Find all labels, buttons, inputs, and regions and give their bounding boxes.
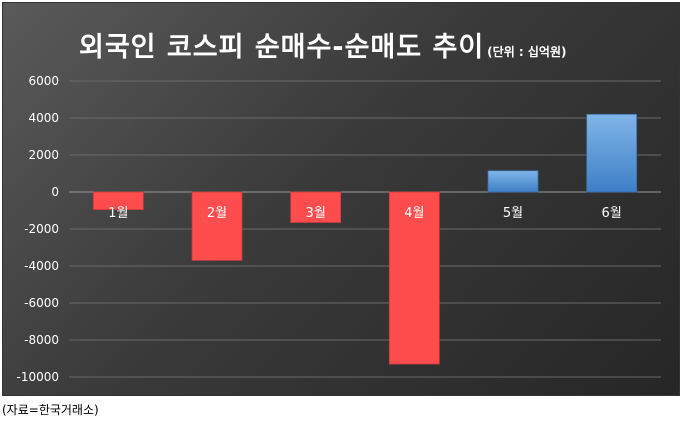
bar	[191, 191, 243, 261]
bar	[388, 191, 440, 365]
x-category-label: 2월	[207, 206, 227, 221]
y-tick-label: -6000	[24, 296, 59, 310]
y-tick-label: 0	[51, 185, 59, 199]
bar	[487, 170, 539, 193]
x-category-label: 3월	[306, 206, 326, 221]
y-tick-label: -2000	[24, 222, 59, 236]
bar	[290, 191, 342, 223]
bars	[92, 113, 638, 365]
x-category-label: 5월	[503, 206, 523, 221]
bar	[92, 191, 144, 210]
x-axis-labels: 1월 2월 3월 4월 5월 6월	[108, 206, 622, 221]
x-category-label: 1월	[108, 206, 128, 221]
x-category-label: 6월	[602, 206, 622, 221]
x-category-label: 4월	[404, 206, 424, 221]
y-tick-label: -4000	[24, 259, 59, 273]
chart-unit-label: (단위 : 십억원)	[487, 45, 567, 59]
y-tick-label: -8000	[24, 333, 59, 347]
grid-lines	[69, 80, 661, 378]
chart-title-main: 외국인 코스피 순매수-순매도 추이	[79, 32, 485, 63]
y-tick-label: -10000	[16, 370, 59, 384]
bar	[586, 113, 638, 193]
bar-chart: 6000400020000-2000-4000-6000-8000-10000 …	[16, 74, 661, 384]
y-tick-label: 4000	[28, 111, 59, 125]
chart-panel: 6000 4000 2000 0 -2000 -4000 -6000 -8000 -10000 …	[2, 2, 680, 396]
source-note: (자료=한국거래소)	[2, 403, 99, 417]
chart-title: 외국인 코스피 순매수-순매도 추이 (단위 : 십억원)	[79, 25, 567, 64]
y-tick-label: 6000	[28, 74, 59, 88]
y-tick-label: 2000	[28, 148, 59, 162]
y-axis-ticks: 6000 4000 2000 0 -2000 -4000 -6000 -8000 -10000	[16, 74, 59, 384]
